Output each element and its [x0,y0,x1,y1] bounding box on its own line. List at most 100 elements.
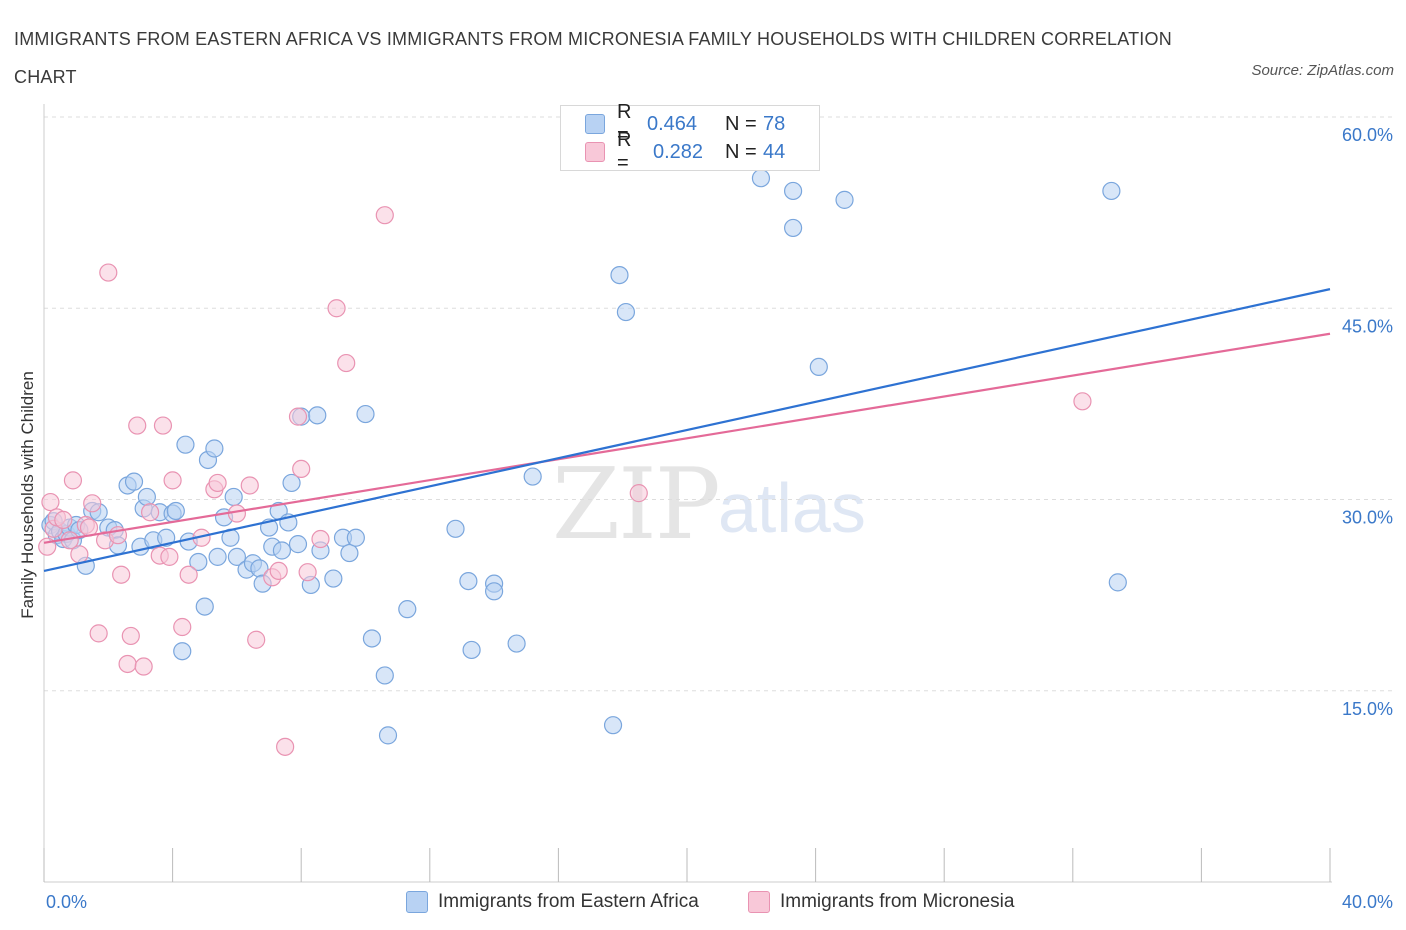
micronesia-point-39 [311,529,330,549]
eastern-africa-point-51 [308,406,327,425]
eastern-africa-point-47 [282,473,301,493]
trend-line-micronesia [43,332,1331,544]
chart-title: IMMIGRANTS FROM EASTERN AFRICA VS IMMIGR… [14,29,1172,87]
eastern-africa-point-68 [523,467,542,486]
n-label: N = [725,140,757,163]
eastern-africa-point-74 [783,218,803,238]
y-tick-label-2: 45.0% [1342,316,1393,336]
eastern-africa-point-27 [176,435,195,454]
n-value: 44 [763,140,786,163]
eastern-africa-point-58 [362,629,382,648]
eastern-africa-point-32 [205,439,224,458]
micronesia-point-35 [276,737,295,756]
legend-item-micronesia[interactable]: Immigrants from Micronesia [748,888,1014,916]
y-tick-labels: 15.0% 30.0% 45.0% 60.0% [1342,125,1393,719]
eastern-africa-point-71 [616,302,636,322]
micronesia-point-40 [327,299,346,318]
micronesia-point-20 [140,503,160,522]
micronesia-point-13 [99,263,118,282]
eastern-africa-point-77 [1102,181,1121,201]
eastern-africa-point-76 [835,190,854,209]
micronesia-point-22 [153,416,173,435]
micronesia-point-43 [629,484,648,503]
r-value: 0.464 [647,112,698,135]
grid-lines [44,116,1392,692]
eastern-africa-point-29 [189,552,208,572]
r-value: 0.282 [653,140,704,163]
stats-legend: R = 0.464 N = 78 R = 0.282 N = 44 [560,101,820,174]
micronesia-point-29 [208,473,227,493]
eastern-africa-point-17 [124,472,144,491]
eastern-africa-point-48 [288,535,308,554]
y-tick-label-1: 30.0% [1342,508,1393,528]
eastern-africa-point-53 [324,569,343,588]
legend-swatch-blue [406,891,428,913]
micronesia-point-42 [375,206,394,225]
n-label: N = [725,112,757,135]
y-tick-label-3: 60.0% [1342,125,1393,145]
legend-label: Immigrants from Eastern Africa [438,891,699,912]
eastern-africa-point-56 [346,528,365,547]
stats-row-eastern-africa: R = 0.464 N = 78 [585,101,786,146]
source-label: Source: ZipAtlas.com [1251,62,1394,79]
micronesia-point-41 [337,353,356,373]
eastern-africa-point-63 [459,571,478,591]
micronesia-point-36 [288,407,308,426]
micronesia-point-7 [70,545,89,564]
series-eastern-africa [41,169,1127,745]
micronesia-point-16 [118,654,137,674]
micronesia-point-23 [160,547,179,566]
legend-swatch-blue [585,114,605,134]
micronesia-point-38 [298,563,317,582]
watermark-zip: ZIP [552,448,721,562]
eastern-africa-point-75 [809,357,828,376]
eastern-africa-point-55 [340,543,359,563]
micronesia-point-24 [163,471,182,490]
micronesia-point-44 [1073,392,1092,411]
micronesia-point-1 [41,492,60,512]
r-label: R = [617,101,632,146]
micronesia-point-11 [89,624,108,643]
micronesia-point-6 [63,471,83,490]
n-value: 78 [763,112,786,135]
eastern-africa-point-72 [751,169,771,188]
eastern-africa-point-64 [462,640,481,660]
micronesia-point-34 [269,561,288,581]
micronesia-point-19 [134,657,153,676]
eastern-africa-point-66 [485,582,504,601]
eastern-africa-point-60 [378,726,398,745]
eastern-africa-point-36 [224,487,243,507]
eastern-africa-point-59 [375,666,394,685]
watermark-atlas: atlas [718,469,866,547]
eastern-africa-point-62 [446,519,465,538]
x-tick-label-min: 0.0% [46,892,87,912]
y-tick-label-0: 15.0% [1342,699,1393,719]
x-ticks [43,848,1331,882]
eastern-africa-point-20 [137,487,156,507]
micronesia-point-32 [247,630,266,649]
eastern-africa-point-61 [398,600,417,619]
legend-item-eastern-africa[interactable]: Immigrants from Eastern Africa [406,888,699,916]
trend-line-eastern-africa [43,288,1331,572]
eastern-africa-point-73 [783,181,803,201]
micronesia-point-26 [179,565,198,584]
eastern-africa-point-30 [195,597,214,616]
legend-swatch-pink [748,891,770,913]
legend-label: Immigrants from Micronesia [780,891,1015,912]
legend-swatch-pink [585,142,605,162]
eastern-africa-point-26 [173,642,192,661]
series-legend: Immigrants from Eastern Africa Immigrant… [0,888,1406,916]
eastern-africa-point-78 [1108,573,1127,592]
micronesia-point-31 [240,476,259,495]
eastern-africa-point-45 [272,541,292,560]
stats-row-micronesia: R = 0.282 N = 44 [585,129,786,174]
micronesia-point-17 [121,626,140,646]
eastern-africa-point-67 [507,634,526,653]
eastern-africa-point-23 [157,528,176,547]
micronesia-point-10 [83,494,102,513]
eastern-africa-point-70 [610,266,629,285]
micronesia-point-37 [292,459,311,478]
micronesia-point-18 [128,416,147,435]
series-micronesia [38,206,1092,756]
micronesia-point-15 [112,565,131,584]
